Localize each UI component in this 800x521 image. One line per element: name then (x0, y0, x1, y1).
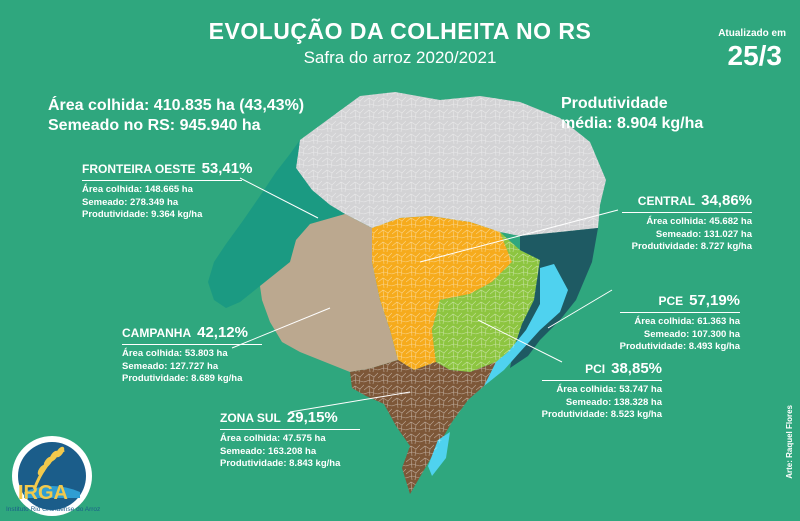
region-name: PCI (585, 362, 606, 376)
region-pct: 42,12% (197, 324, 248, 341)
region-sown: Semeado: 107.300 ha (643, 328, 740, 340)
region-sown: Semeado: 131.027 ha (655, 228, 752, 240)
region-pct: 53,41% (201, 160, 253, 177)
leader-zonasul (289, 391, 411, 413)
leader-pce (547, 289, 613, 329)
region-fronteira-oeste (208, 140, 345, 308)
page-subtitle: Safra do arroz 2020/2021 (303, 48, 497, 67)
leader-campanha (231, 307, 331, 349)
region-area: Área colhida: 47.575 ha (220, 433, 326, 444)
region-sown: Semeado: 127.727 ha (122, 360, 219, 372)
total-area-sown: Semeado no RS: 945.940 ha (48, 117, 261, 134)
updated-label: Atualizado em (718, 28, 786, 39)
region-name: FRONTEIRA OESTE (82, 162, 196, 176)
region-sown: Semeado: 163.208 ha (220, 445, 317, 457)
leader-fronteira (239, 177, 319, 219)
region-sown: Semeado: 278.349 ha (82, 196, 179, 208)
logo-name: IRGA (18, 482, 68, 504)
updated-date: 25/3 (727, 40, 783, 71)
region-pct: 38,85% (611, 360, 662, 377)
label-pce: PCE 57,19% Área colhida: 61.363 ha Semead… (596, 292, 740, 354)
region-productivity: Produtividade: 8.689 kg/ha (122, 373, 243, 384)
logo-subtitle: Instituto Rio Grandense do Arroz (6, 506, 101, 513)
region-productivity: Produtividade: 8.523 kg/ha (541, 409, 662, 420)
region-area: Área colhida: 53.803 ha (122, 348, 228, 359)
page-title: EVOLUÇÃO DA COLHEITA NO RS (208, 18, 592, 44)
region-area: Área colhida: 61.363 ha (634, 316, 740, 327)
label-pci: PCI 38,85% Área colhida: 53.747 ha Semead… (522, 360, 662, 422)
total-area-harvested: Área colhida: 410.835 ha (43,43%) (48, 97, 305, 114)
avg-productivity-block: Produtividade média: 8.904 kg/ha (561, 94, 703, 134)
region-productivity: Produtividade: 8.727 kg/ha (631, 241, 752, 252)
label-central: CENTRAL 34,86% Área colhida: 45.682 ha Se… (596, 192, 752, 254)
region-productivity: Produtividade: 8.843 kg/ha (220, 458, 341, 469)
label-zona-sul: ZONA SUL 29,15% Área colhida: 47.575 ha S… (220, 409, 360, 471)
summary-block: Área colhida: 410.835 ha (43,43%) Semead… (48, 96, 304, 136)
avg-productivity-label: Produtividade (561, 95, 668, 112)
region-pct: 57,19% (689, 292, 740, 309)
region-pct: 34,86% (701, 192, 752, 209)
region-productivity: Produtividade: 8.493 kg/ha (619, 341, 740, 352)
region-name: CENTRAL (637, 194, 696, 208)
region-area: Área colhida: 45.682 ha (646, 216, 752, 227)
region-campanha (260, 214, 398, 372)
avg-productivity-value: média: 8.904 kg/ha (561, 115, 704, 132)
region-sown: Semeado: 138.328 ha (565, 396, 662, 408)
leader-pci (477, 319, 563, 363)
mirim-lagoon (428, 432, 450, 476)
irga-logo-icon (12, 436, 92, 516)
region-area: Área colhida: 53.747 ha (556, 384, 662, 395)
region-pct: 29,15% (286, 409, 338, 426)
region-name: ZONA SUL (220, 411, 281, 425)
region-name: CAMPANHA (122, 326, 192, 340)
art-credit: Arte: Raquel Flores (785, 405, 794, 479)
region-name: PCE (658, 294, 684, 308)
label-campanha: CAMPANHA 42,12% Área colhida: 53.803 ha S… (122, 324, 262, 386)
label-fronteira-oeste: FRONTEIRA OESTE 53,41% Área colhida: 148.… (82, 160, 252, 222)
region-productivity: Produtividade: 9.364 kg/ha (82, 209, 203, 220)
region-area: Área colhida: 148.665 ha (82, 184, 193, 195)
leader-central (419, 209, 619, 263)
